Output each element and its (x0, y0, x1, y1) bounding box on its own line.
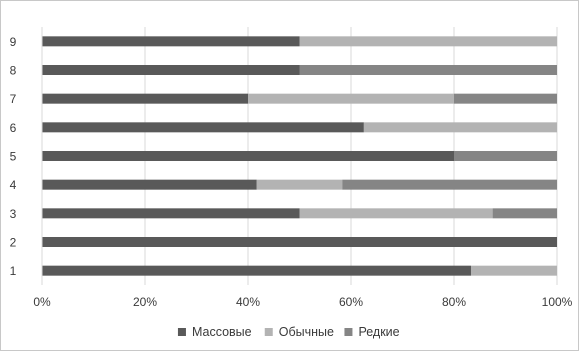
bar-segment (454, 93, 557, 104)
y-tick-label: 6 (10, 121, 17, 135)
bar-segment (454, 151, 557, 161)
y-tick-label: 5 (10, 150, 17, 164)
legend-item: Массовые (177, 325, 252, 339)
y-tick-label: 4 (10, 178, 17, 192)
bar-segment (42, 179, 257, 190)
legend-item: Обычные (264, 325, 334, 339)
bar-segment (42, 151, 454, 161)
legend-label: Редкие (358, 325, 399, 339)
legend-item: Редкие (344, 325, 400, 339)
bar-segment (299, 208, 493, 219)
bar-segment (42, 237, 557, 247)
bar-segment (299, 65, 557, 75)
bars (42, 36, 557, 276)
bar-segment (42, 36, 300, 47)
x-tick-label: 20% (133, 295, 157, 309)
y-tick-label: 1 (10, 264, 17, 278)
y-tick-label: 3 (10, 207, 17, 221)
bar-segment (492, 208, 557, 219)
bar-segment (42, 265, 471, 276)
bar-segment (42, 208, 300, 219)
legend-swatch (177, 328, 186, 336)
bar-segment (342, 179, 557, 190)
y-tick-label: 9 (10, 35, 17, 49)
legend-label: Массовые (192, 325, 252, 339)
x-tick-label: 40% (236, 295, 260, 309)
bar-segment (248, 93, 454, 104)
y-tick-label: 2 (10, 236, 17, 250)
bar-segment (299, 36, 557, 47)
legend: Массовые Обычные Редкие (177, 325, 400, 339)
bar-segment (363, 122, 557, 133)
bar-segment (42, 93, 248, 104)
x-tick-label: 80% (442, 295, 466, 309)
bar-segment (42, 65, 300, 75)
axes: 0% 20% 40% 60% 80% 100% 1 2 3 4 5 6 7 8 9 (10, 27, 573, 309)
bar-segment (42, 122, 364, 133)
legend-swatch (264, 328, 273, 336)
bar-segment (470, 265, 557, 276)
legend-label: Обычные (279, 325, 334, 339)
x-tick-label: 60% (339, 295, 363, 309)
bar-segment (256, 179, 343, 190)
x-tick-label: 100% (542, 295, 573, 309)
y-tick-label: 7 (10, 92, 17, 106)
y-tick-label: 8 (10, 64, 17, 78)
x-tick-label: 0% (33, 295, 51, 309)
legend-swatch (344, 328, 353, 336)
